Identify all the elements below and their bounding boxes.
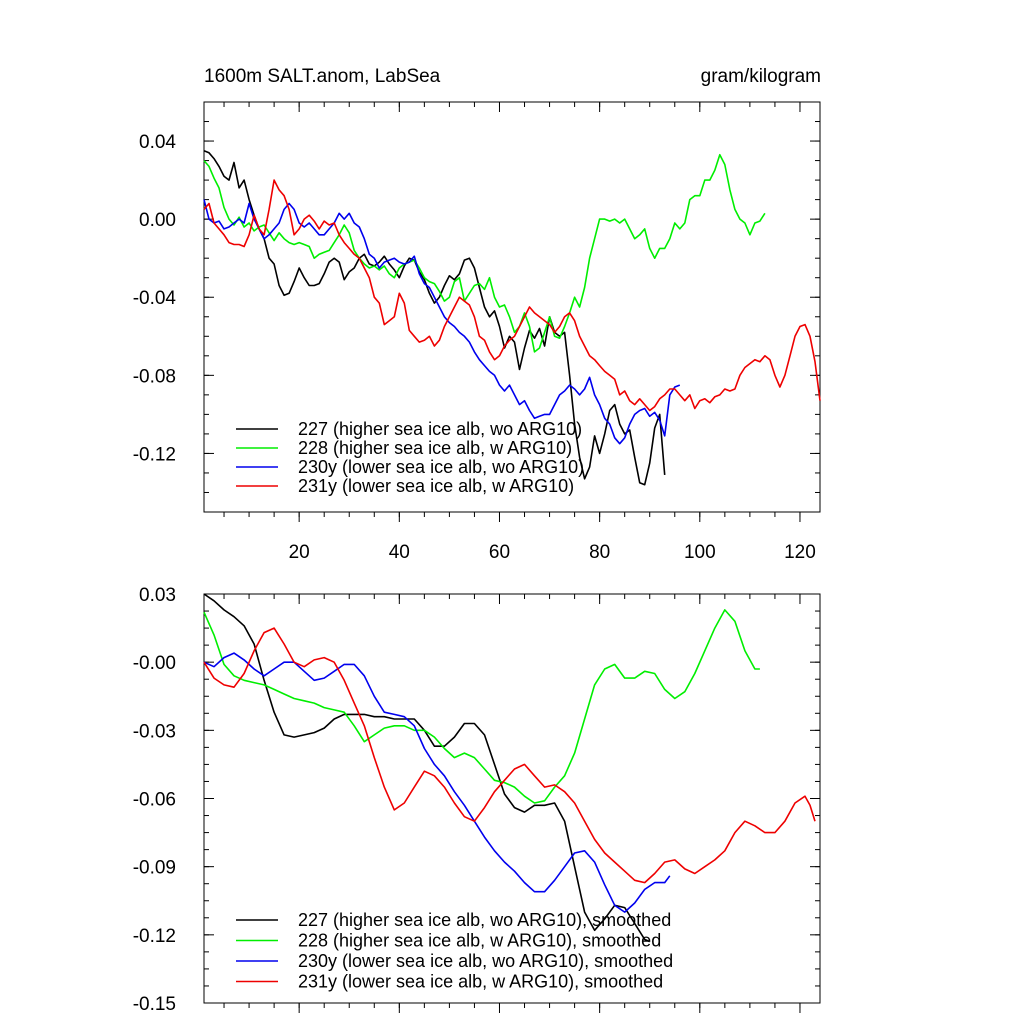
series-line-231y bbox=[203, 627, 816, 884]
y-tick-label: -0.08 bbox=[133, 366, 176, 387]
bottom-panel: 0.03 -0.00 -0.03 -0.06 -0.09 -0.12 -0.15 227 (h… bbox=[133, 585, 821, 1015]
legend-label-231y: 231y (lower sea ice alb, w ARG10), smoot… bbox=[298, 972, 663, 992]
legend-label-227: 227 (higher sea ice alb, wo ARG10), smoo… bbox=[298, 910, 671, 930]
top-panel: 0.04 0.00 -0.04 -0.08 -0.12 20 40 60 80 100 120 227… bbox=[133, 101, 821, 563]
x-tick-label: 40 bbox=[389, 542, 410, 563]
y-tick-label: 0.03 bbox=[139, 585, 176, 606]
x-tick-label: 60 bbox=[489, 542, 510, 563]
x-tick-label: 100 bbox=[684, 542, 716, 563]
y-tick-label: -0.12 bbox=[133, 926, 176, 947]
legend-label-230y: 230y (lower sea ice alb, wo ARG10) bbox=[298, 457, 584, 477]
x-tick-label: 80 bbox=[589, 542, 610, 563]
y-tick-label: 0.04 bbox=[139, 132, 176, 153]
series-line-228 bbox=[203, 153, 766, 353]
legend-label-228: 228 (higher sea ice alb, w ARG10) bbox=[298, 438, 572, 458]
x-tick-label: 20 bbox=[289, 542, 310, 563]
y-tick-label: 0.00 bbox=[139, 210, 176, 231]
x-tick-label: 120 bbox=[784, 542, 816, 563]
series-line-227 bbox=[203, 150, 666, 486]
series-line-227 bbox=[203, 593, 651, 943]
series-line-228 bbox=[203, 609, 760, 804]
series-line-230y bbox=[203, 652, 671, 913]
y-tick-label: -0.04 bbox=[133, 288, 177, 309]
plot-frame bbox=[203, 101, 821, 513]
y-tick-label: -0.03 bbox=[133, 721, 176, 742]
legend-label-228: 228 (higher sea ice alb, w ARG10), smoot… bbox=[298, 931, 661, 951]
series-line-231y bbox=[203, 179, 821, 412]
legend-label-227: 227 (higher sea ice alb, wo ARG10) bbox=[298, 419, 582, 439]
legend-label-231y: 231y (lower sea ice alb, w ARG10) bbox=[298, 476, 574, 496]
y-tick-label: -0.06 bbox=[133, 790, 176, 811]
y-tick-label: -0.09 bbox=[133, 858, 176, 879]
y-tick-label: -0.15 bbox=[133, 994, 176, 1015]
y-tick-label: -0.12 bbox=[133, 444, 176, 465]
y-tick-label: -0.00 bbox=[133, 653, 176, 674]
chart-title: 1600m SALT.anom, LabSea bbox=[204, 66, 441, 87]
series-line-230y bbox=[203, 199, 681, 445]
chart-units: gram/kilogram bbox=[701, 66, 821, 87]
legend-label-230y: 230y (lower sea ice alb, wo ARG10), smoo… bbox=[298, 951, 673, 971]
